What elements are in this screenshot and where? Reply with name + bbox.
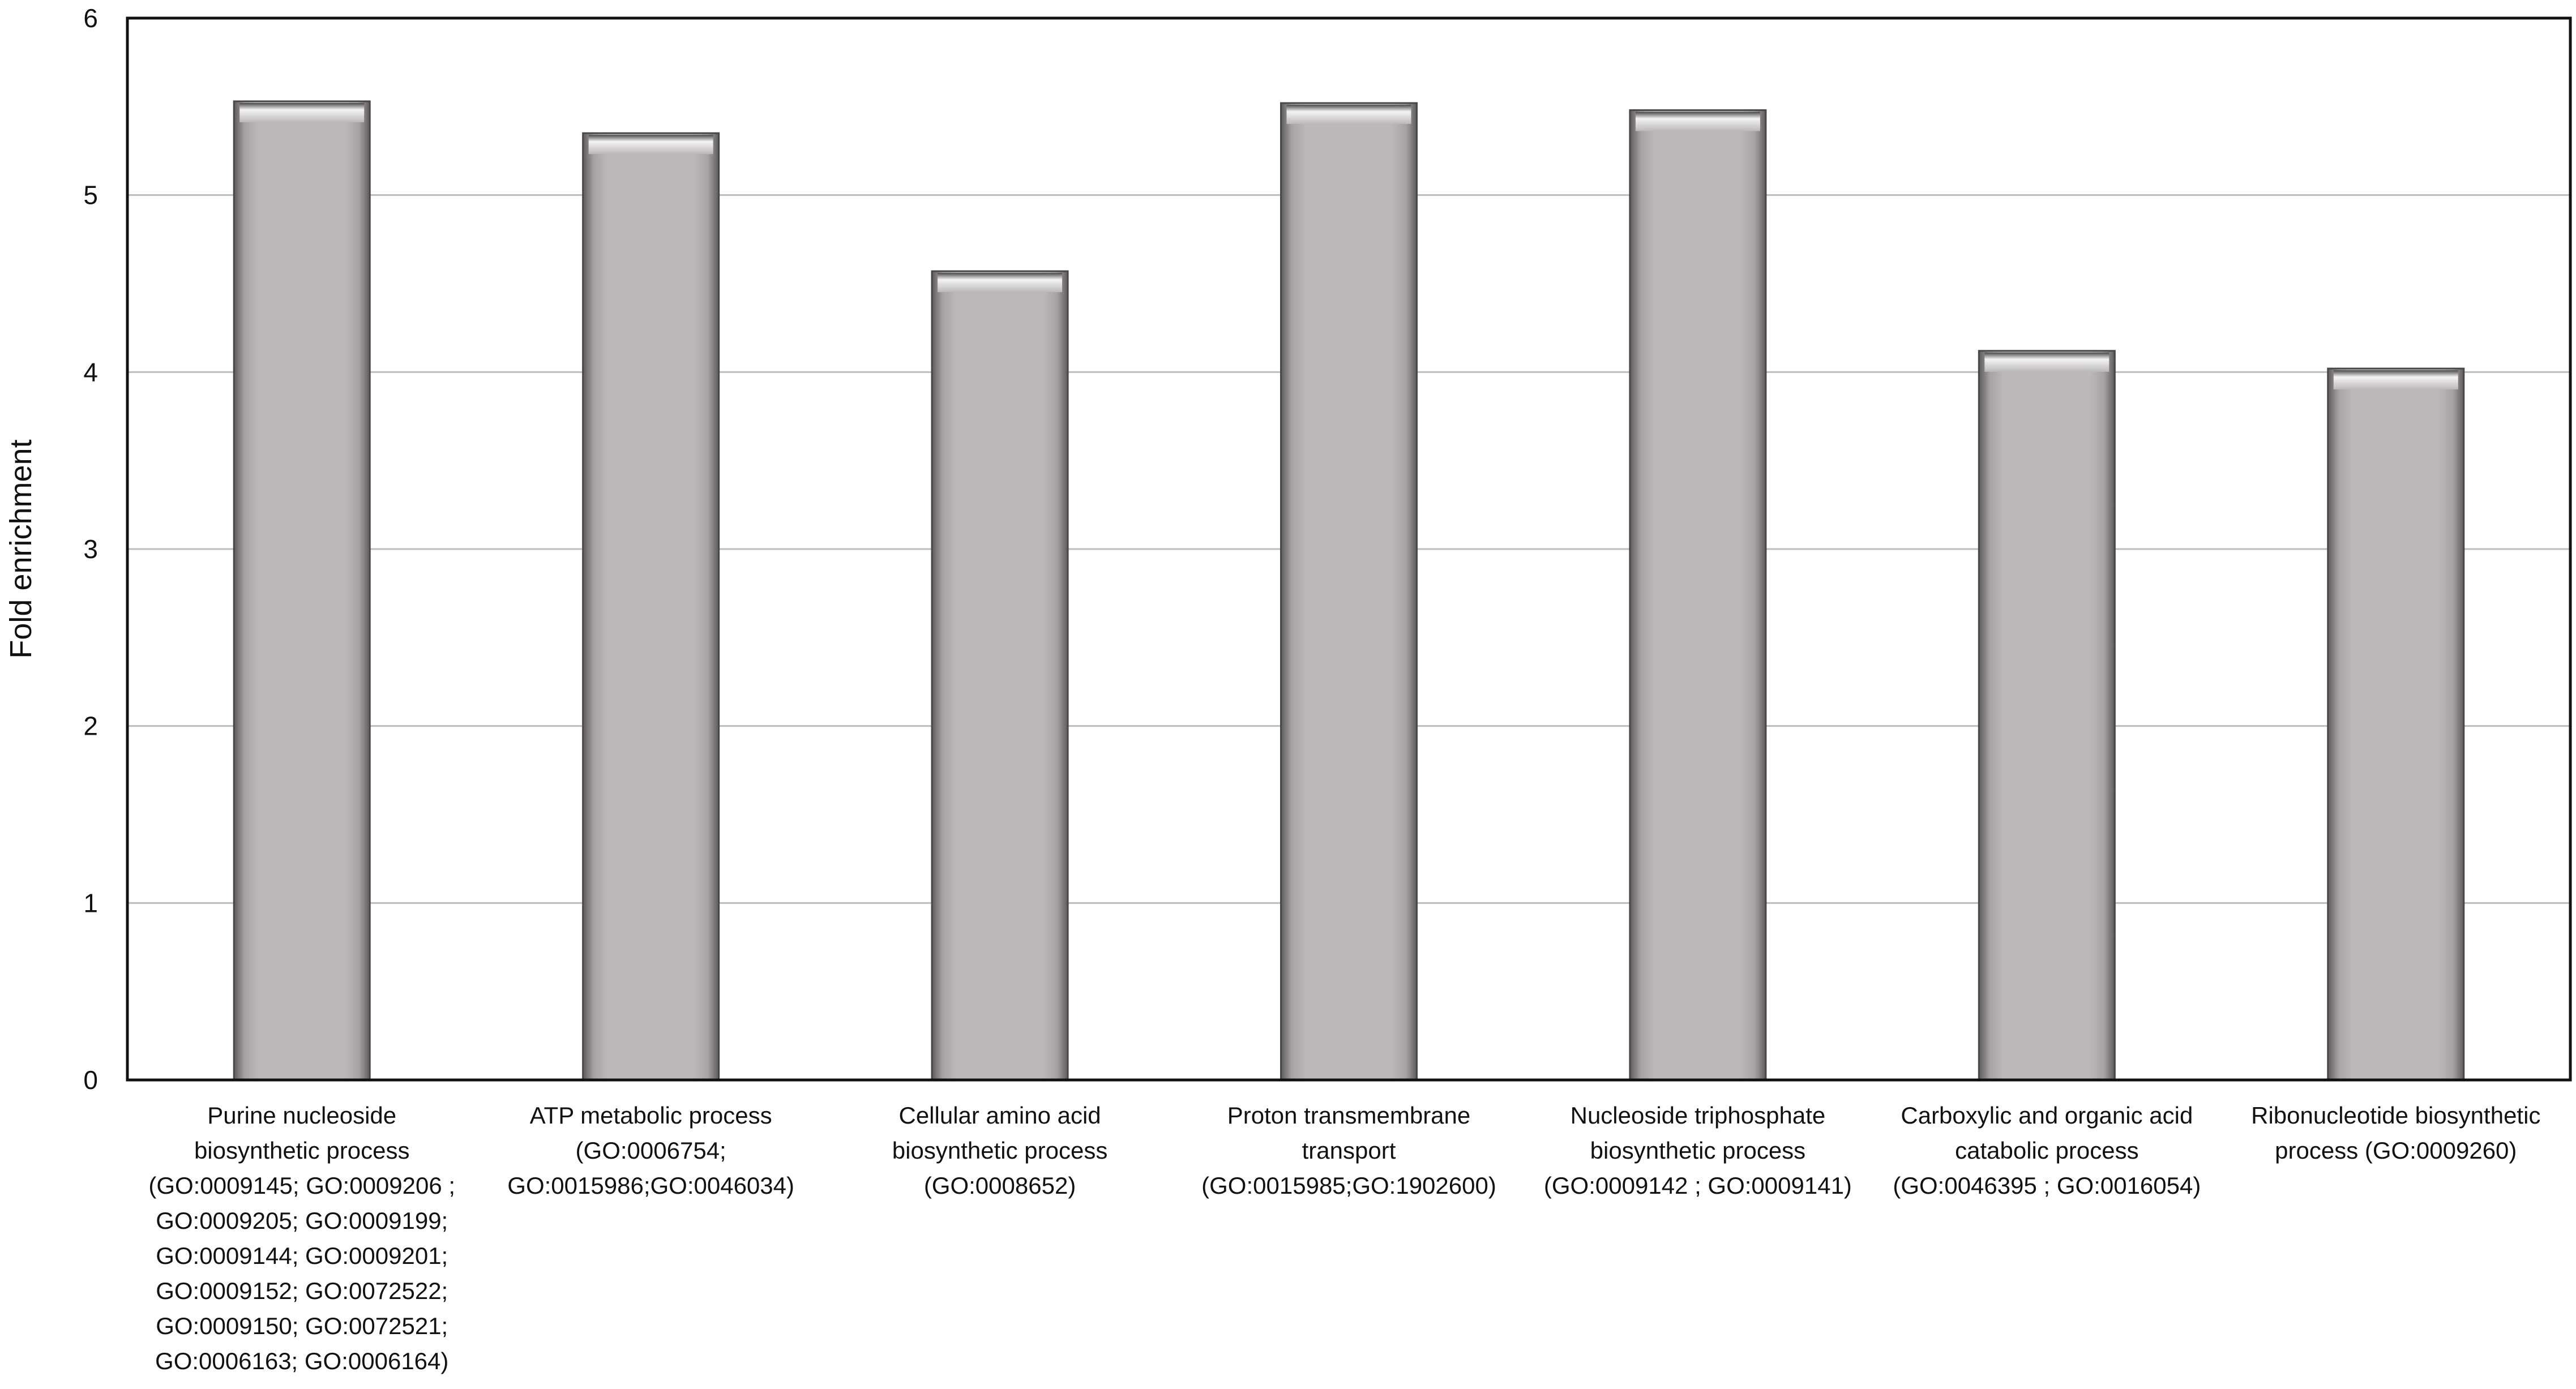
x-category-label: Purine nucleoside biosynthetic process (GO… bbox=[148, 1102, 455, 1374]
x-category-label-line: Purine nucleoside bbox=[207, 1102, 396, 1129]
bar-body bbox=[931, 270, 1069, 1081]
x-category-label-line: GO:0006163; GO:0006164) bbox=[155, 1348, 448, 1374]
x-category-label: Ribonucleotide biosynthetic process (GO:0… bbox=[2251, 1102, 2540, 1164]
plot-frame bbox=[126, 16, 2572, 1082]
x-category-label-line: (GO:0009145; GO:0009206 ; bbox=[148, 1172, 455, 1199]
bar bbox=[233, 100, 371, 1081]
bar bbox=[931, 270, 1069, 1081]
bar-cap bbox=[1635, 112, 1760, 131]
y-tick-label: 6 bbox=[83, 3, 98, 33]
y-tick-label: 2 bbox=[83, 711, 98, 741]
x-category-label-line: process (GO:0009260) bbox=[2275, 1137, 2517, 1164]
bar-body bbox=[2327, 367, 2465, 1081]
x-category-label-line: Proton transmembrane bbox=[1227, 1102, 1471, 1129]
bar-body bbox=[1978, 350, 2116, 1081]
y-axis-label: Fold enrichment bbox=[4, 439, 38, 658]
bar-cap bbox=[588, 135, 713, 155]
x-category-label-line: biosynthetic process bbox=[194, 1137, 410, 1164]
x-category-label: Carboxylic and organic acid catabolic pro… bbox=[1893, 1102, 2201, 1199]
bar bbox=[1978, 350, 2116, 1081]
bar-body bbox=[1629, 109, 1767, 1081]
x-category-label-line: ATP metabolic process bbox=[530, 1102, 772, 1129]
x-category-label-line: GO:0009205; GO:0009199; bbox=[156, 1207, 448, 1234]
x-category-label-line: (GO:0046395 ; GO:0016054) bbox=[1893, 1172, 2201, 1199]
y-tick-label: 5 bbox=[83, 181, 98, 210]
y-tick-label: 1 bbox=[83, 888, 98, 918]
x-category-label-line: biosynthetic process bbox=[1590, 1137, 1806, 1164]
x-category-label-line: Nucleoside triphosphate bbox=[1571, 1102, 1826, 1129]
bar-cap bbox=[2333, 370, 2458, 390]
bar-cap bbox=[239, 102, 365, 122]
x-category-label-line: (GO:0015985;GO:1902600) bbox=[1201, 1172, 1496, 1199]
bar-body bbox=[582, 132, 720, 1081]
y-tick-label: 0 bbox=[83, 1065, 98, 1095]
bar-body bbox=[1280, 102, 1418, 1081]
bar bbox=[1280, 102, 1418, 1081]
bar-cap bbox=[938, 273, 1063, 293]
x-category-label-line: biosynthetic process bbox=[892, 1137, 1108, 1164]
y-tick-label: 4 bbox=[83, 357, 98, 387]
x-category-label: Nucleoside triphosphate biosynthetic proc… bbox=[1544, 1102, 1852, 1199]
x-category-label: ATP metabolic process (GO:0006754; GO:0015… bbox=[507, 1102, 794, 1199]
x-category-label-line: (GO:0006754; bbox=[576, 1137, 726, 1164]
x-category-label: Cellular amino acid biosynthetic process (… bbox=[892, 1102, 1108, 1199]
bar-body bbox=[233, 100, 371, 1081]
bar-cap bbox=[1286, 105, 1411, 125]
x-category-label-line: Ribonucleotide biosynthetic bbox=[2251, 1102, 2540, 1129]
bar bbox=[1629, 109, 1767, 1081]
bar-cap bbox=[1984, 352, 2109, 372]
x-category-label-line: GO:0015986;GO:0046034) bbox=[507, 1172, 794, 1199]
x-category-label-line: Carboxylic and organic acid bbox=[1901, 1102, 2193, 1129]
x-category-label-line: GO:0009144; GO:0009201; bbox=[156, 1242, 448, 1269]
bars bbox=[233, 100, 2465, 1081]
bar bbox=[582, 132, 720, 1081]
x-category-label-line: transport bbox=[1302, 1137, 1396, 1164]
x-category-label-line: GO:0009152; GO:0072522; bbox=[156, 1277, 448, 1304]
y-axis-ticks: 0 1 2 3 4 5 6 bbox=[83, 3, 98, 1095]
x-category-label-line: Cellular amino acid bbox=[898, 1102, 1101, 1129]
x-category-label: Proton transmembrane transport (GO:0015985… bbox=[1201, 1102, 1496, 1199]
x-category-label-line: GO:0009150; GO:0072521; bbox=[156, 1313, 448, 1339]
x-category-label-line: catabolic process bbox=[1955, 1137, 2139, 1164]
y-tick-label: 3 bbox=[83, 534, 98, 564]
bar bbox=[2327, 367, 2465, 1081]
x-axis-category-labels: Purine nucleoside biosynthetic process (GO… bbox=[148, 1102, 2540, 1374]
x-category-label-line: (GO:0008652) bbox=[924, 1172, 1076, 1199]
x-category-label-line: (GO:0009142 ; GO:0009141) bbox=[1544, 1172, 1852, 1199]
